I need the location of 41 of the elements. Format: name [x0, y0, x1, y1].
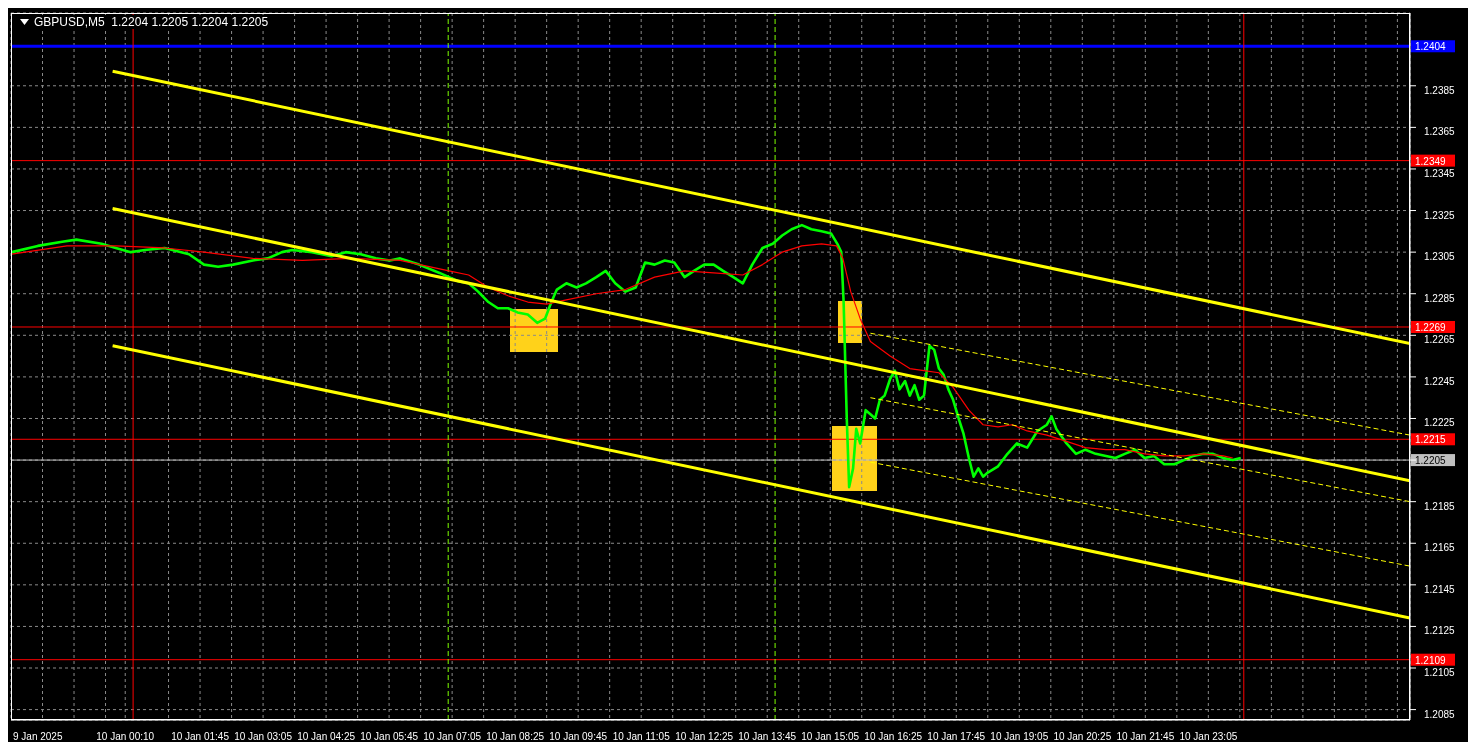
x-tick-label: 10 Jan 16:25	[864, 731, 923, 742]
x-tick-label: 10 Jan 21:45	[1116, 731, 1175, 742]
x-tick-label: 10 Jan 20:25	[1053, 731, 1112, 742]
ref-line-label: 1.2109	[1415, 654, 1447, 666]
x-tick-label: 10 Jan 17:45	[927, 731, 986, 742]
y-tick-label: 1.2225	[1424, 417, 1456, 429]
ref-line-label: 1.2404	[1415, 41, 1447, 53]
x-tick-label: 9 Jan 2025	[13, 731, 63, 742]
ref-line-label: 1.2215	[1415, 434, 1447, 446]
y-tick-label: 1.2145	[1424, 583, 1456, 595]
y-tick-label: 1.2125	[1424, 625, 1456, 637]
y-tick-label: 1.2285	[1424, 292, 1456, 304]
y-tick-label: 1.2325	[1424, 209, 1456, 221]
y-tick-label: 1.2105	[1424, 667, 1456, 679]
y-tick-label: 1.2265	[1424, 334, 1456, 346]
x-tick-label: 10 Jan 00:10	[96, 731, 155, 742]
ref-line-label: 1.2205	[1415, 455, 1447, 467]
ref-line-label: 1.2349	[1415, 155, 1447, 167]
y-tick-label: 1.2085	[1424, 708, 1456, 720]
y-tick-label: 1.2385	[1424, 84, 1456, 96]
y-tick-label: 1.2345	[1424, 167, 1456, 179]
x-tick-label: 10 Jan 15:05	[801, 731, 860, 742]
x-tick-label: 10 Jan 12:25	[675, 731, 734, 742]
chart-title: GBPUSD,M5 1.2204 1.2205 1.2204 1.2205	[34, 15, 269, 29]
x-tick-label: 10 Jan 01:45	[171, 731, 230, 742]
y-tick-label: 1.2185	[1424, 500, 1456, 512]
x-tick-label: 10 Jan 11:05	[612, 731, 671, 742]
y-tick-label: 1.2365	[1424, 126, 1456, 138]
x-tick-label: 10 Jan 03:05	[234, 731, 293, 742]
y-tick-label: 1.2305	[1424, 251, 1456, 263]
x-tick-label: 10 Jan 04:25	[297, 731, 356, 742]
x-tick-label: 10 Jan 09:45	[549, 731, 608, 742]
x-tick-label: 10 Jan 19:05	[990, 731, 1049, 742]
ref-line-label: 1.2269	[1415, 321, 1447, 333]
x-tick-label: 10 Jan 08:25	[486, 731, 545, 742]
y-tick-label: 1.2165	[1424, 542, 1456, 554]
x-tick-label: 10 Jan 13:45	[738, 731, 797, 742]
x-tick-label: 10 Jan 05:45	[360, 731, 419, 742]
x-tick-label: 10 Jan 23:05	[1179, 731, 1238, 742]
y-tick-label: 1.2245	[1424, 375, 1456, 387]
x-tick-label: 10 Jan 07:05	[423, 731, 482, 742]
